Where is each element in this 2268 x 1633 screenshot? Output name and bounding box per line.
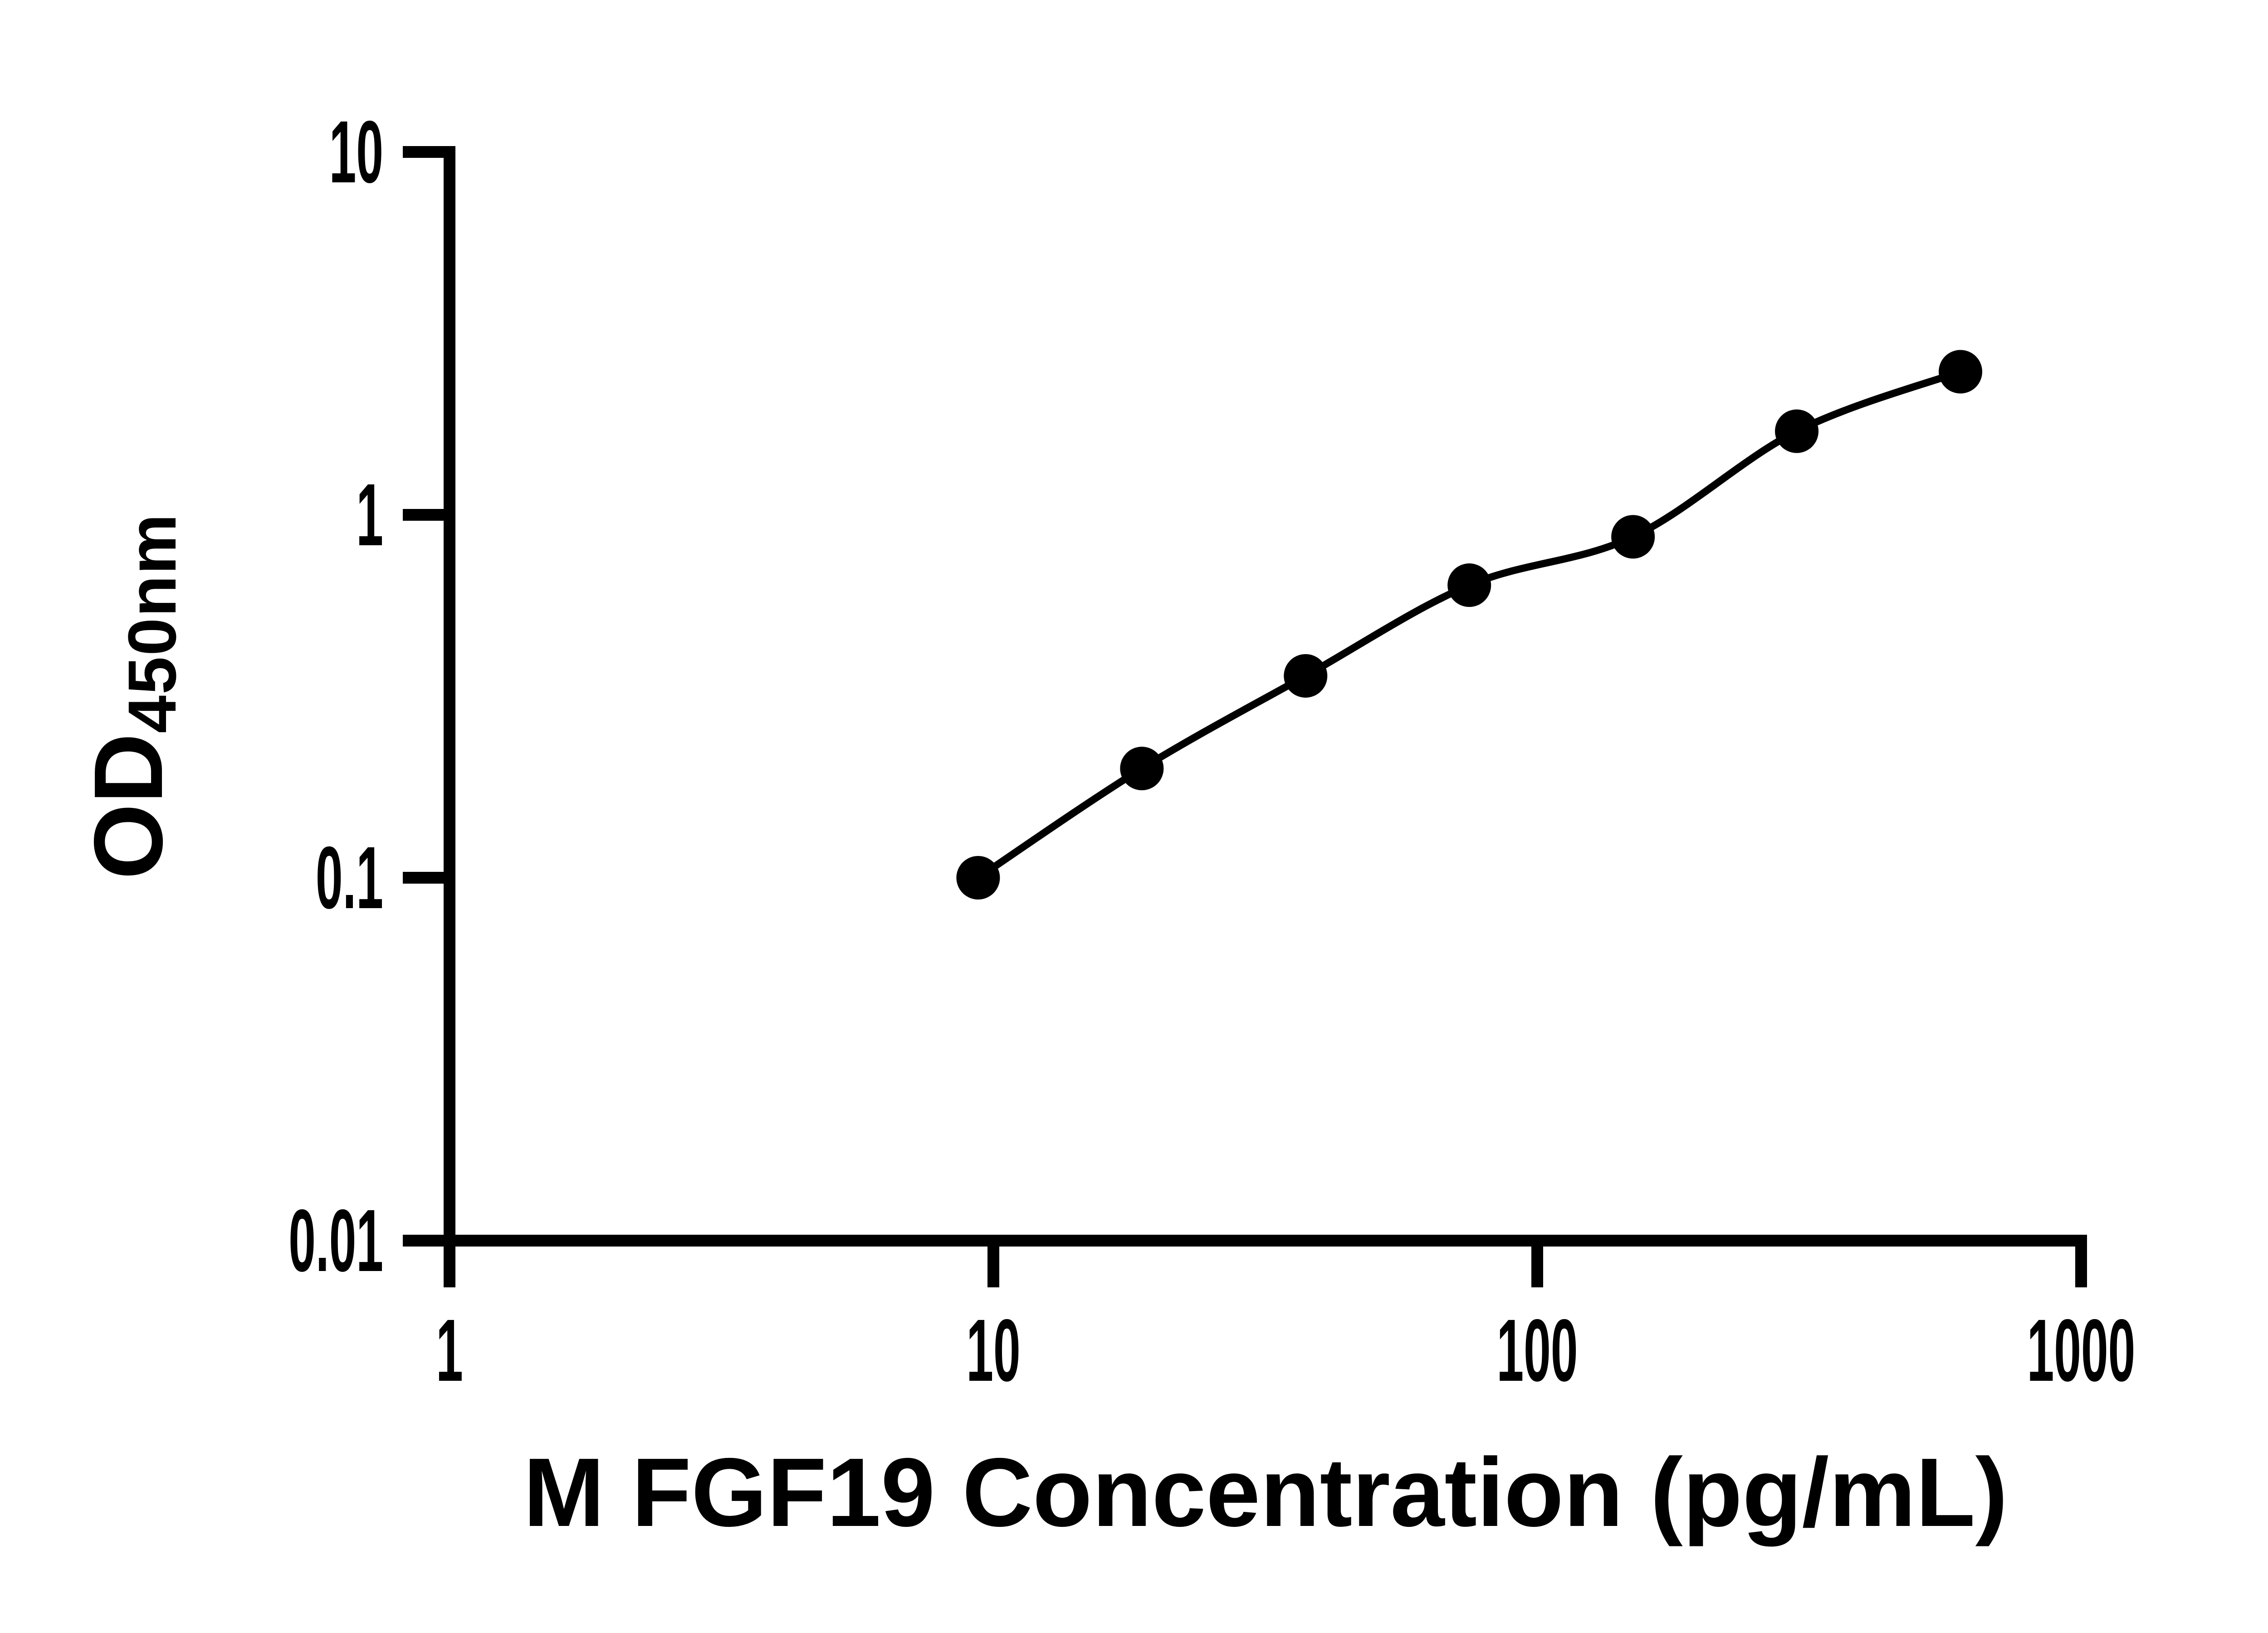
data-point <box>1611 515 1655 559</box>
y-axis-title-main: OD <box>73 733 183 880</box>
x-axis-tick-label-1000: 1000 <box>2027 1301 2136 1400</box>
data-point <box>1447 563 1491 607</box>
y-axis-title: OD450nm <box>65 107 192 1286</box>
standard-curve-line <box>976 368 1962 881</box>
x-axis-title: M FGF19 Concentration (pg/mL) <box>523 1437 2008 1547</box>
data-point <box>956 856 1000 900</box>
x-axis-tick-label-100: 100 <box>1496 1301 1578 1400</box>
data-point <box>1939 350 1983 394</box>
data-point <box>1284 654 1328 698</box>
y-axis-tick-label-0.1: 0.1 <box>315 828 383 927</box>
y-axis-tick-label-1: 1 <box>356 465 383 564</box>
x-axis-tick-label-10: 10 <box>966 1301 1021 1400</box>
data-point <box>1775 409 1819 453</box>
data-point <box>1120 747 1164 791</box>
y-axis-tick-label-10: 10 <box>329 103 383 201</box>
y-axis-title-subscript: 450nm <box>114 513 190 733</box>
y-axis-tick-label-0.01: 0.01 <box>288 1191 383 1290</box>
x-axis-tick-label-1: 1 <box>436 1301 463 1400</box>
